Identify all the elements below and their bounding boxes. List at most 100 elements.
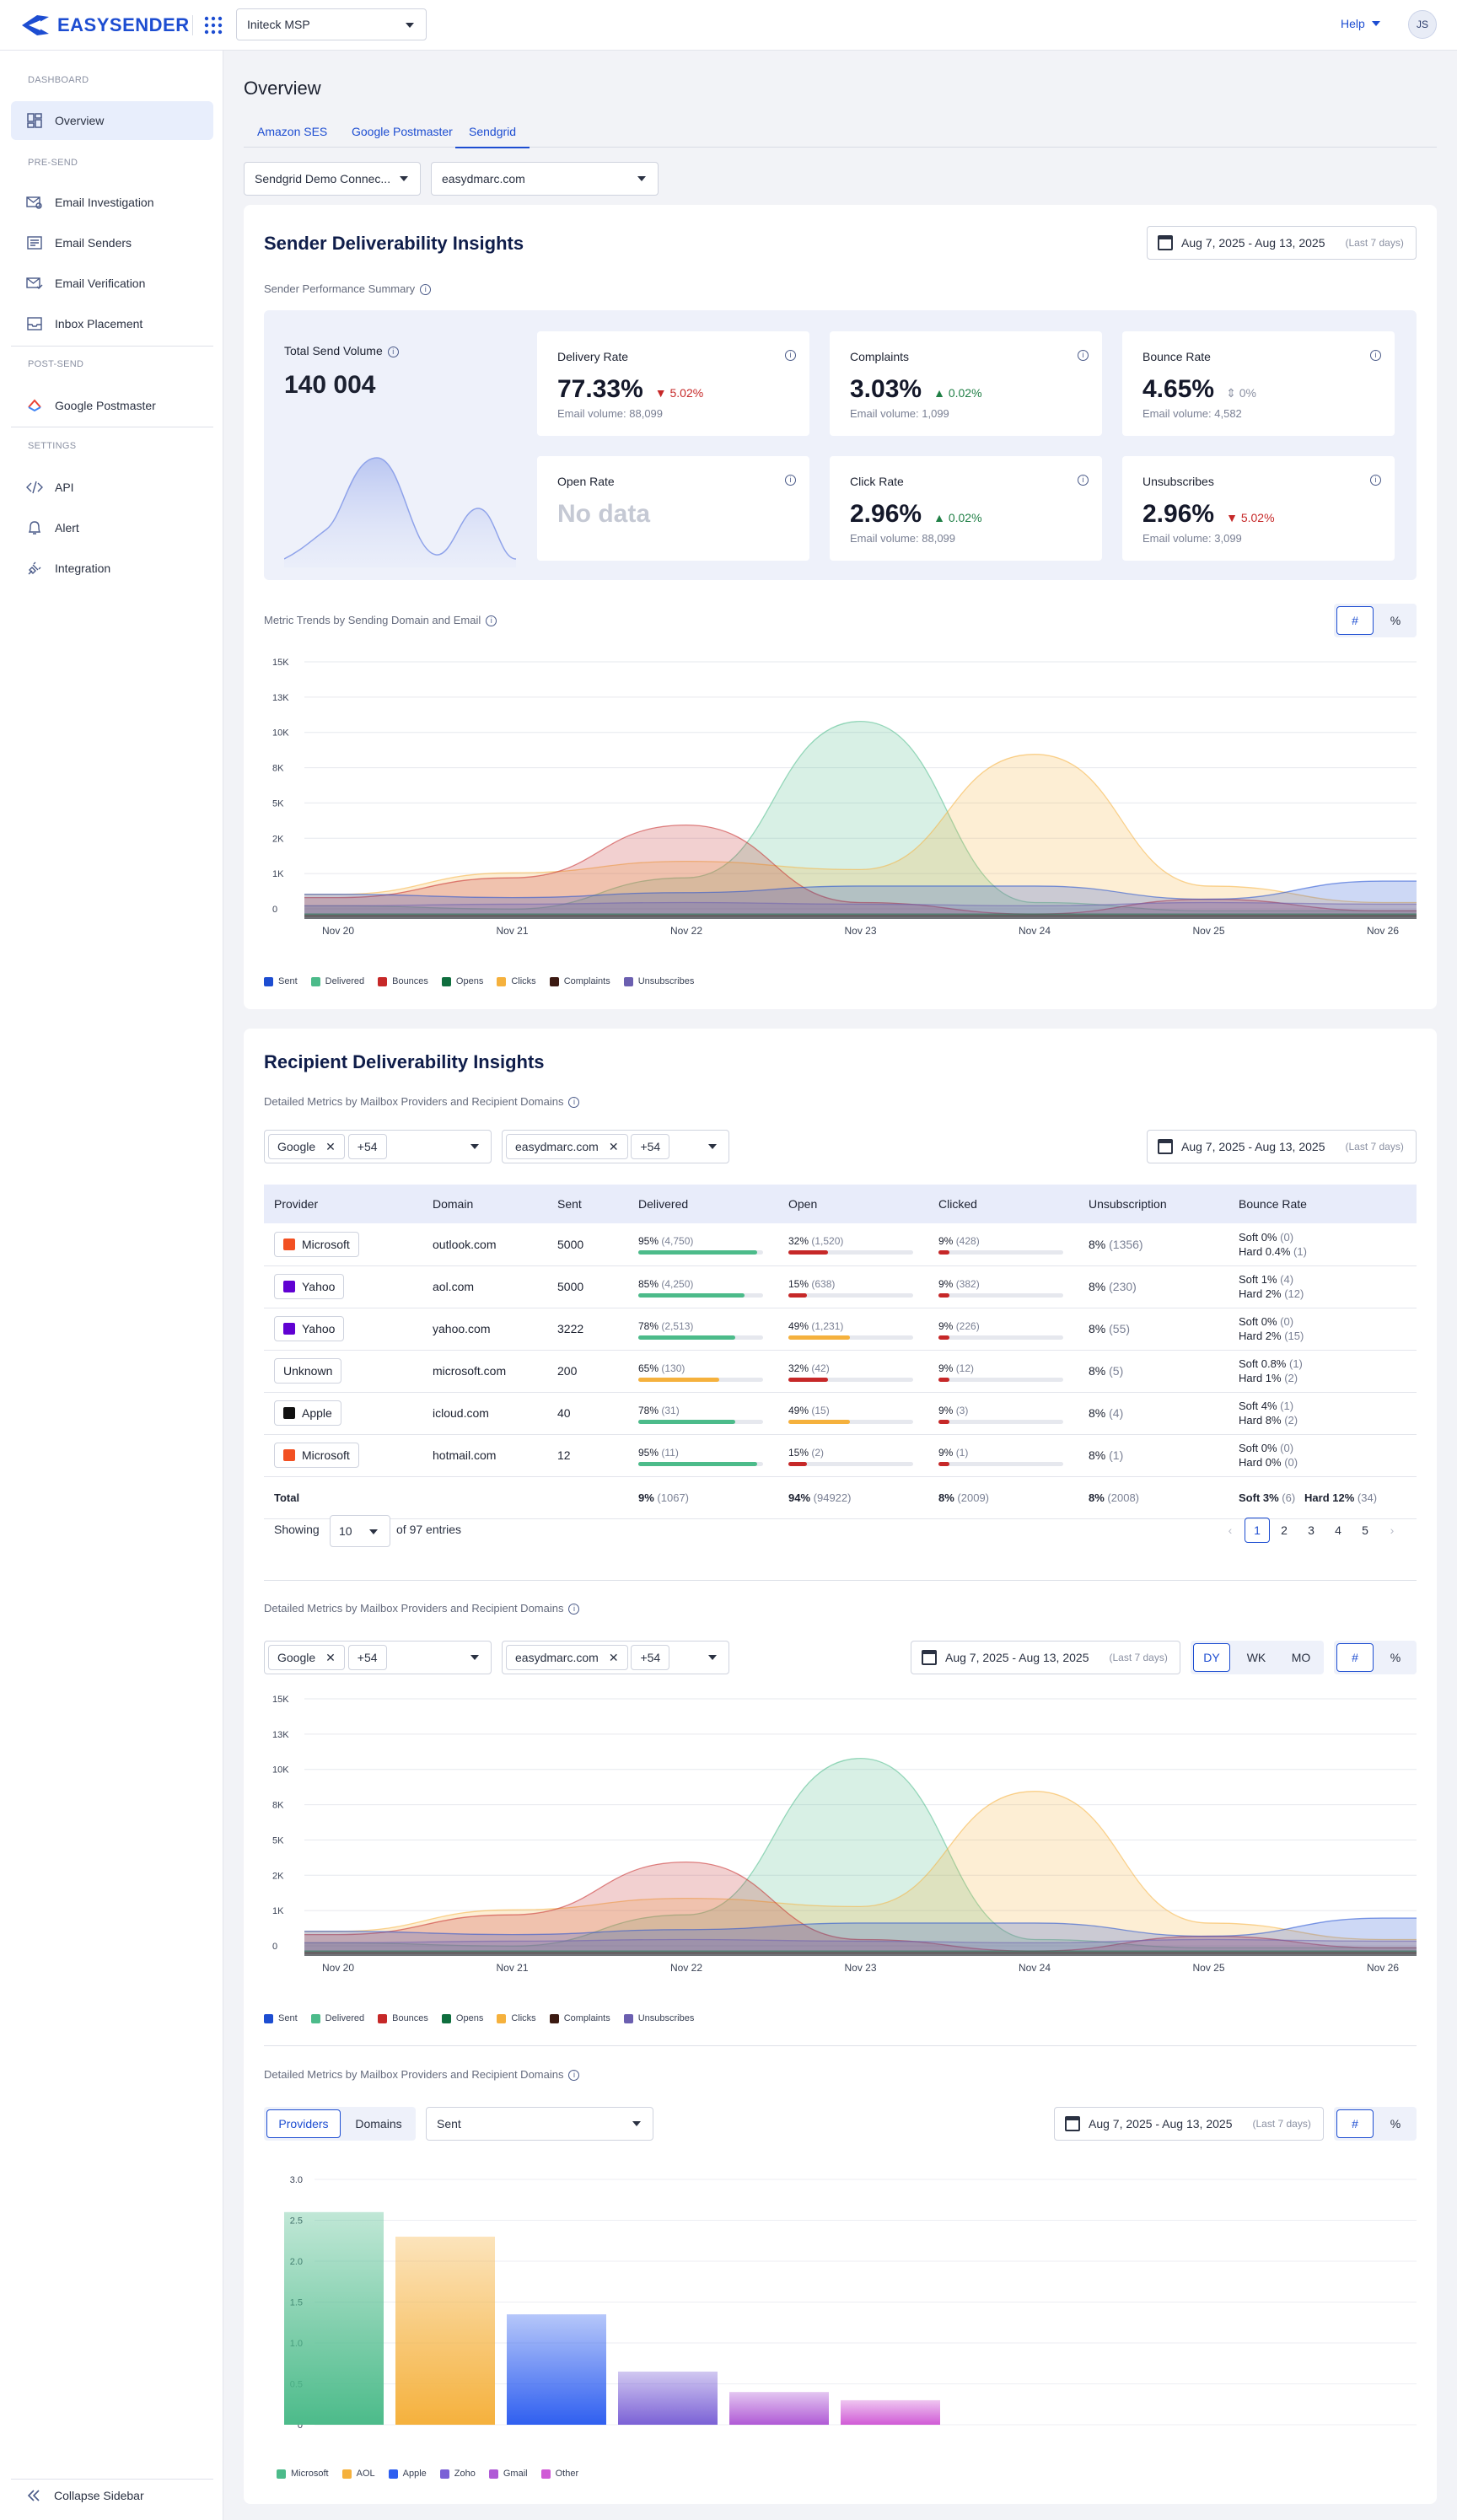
column-header[interactable]: Domain <box>422 1185 547 1223</box>
info-icon[interactable]: i <box>568 1097 580 1109</box>
close-icon[interactable]: ✕ <box>325 1650 336 1664</box>
page-5[interactable]: 5 <box>1362 1523 1368 1537</box>
sidebar-item-inbox-placement[interactable]: Inbox Placement <box>11 304 213 343</box>
apps-grid-icon[interactable] <box>204 16 223 35</box>
count-toggle[interactable]: # <box>1336 2109 1374 2138</box>
tab-amazon-ses[interactable]: Amazon SES <box>257 125 328 138</box>
domain-filter[interactable]: easydmarc.com ✕ +54 <box>502 1130 729 1163</box>
sidebar-item-google-postmaster[interactable]: Google Postmaster <box>11 386 213 425</box>
legend-item[interactable]: Complaints <box>549 2013 610 2023</box>
legend-item[interactable]: Complaints <box>549 976 610 986</box>
info-icon[interactable]: i <box>420 284 432 296</box>
sidebar-item-email-senders[interactable]: Email Senders <box>11 223 213 262</box>
bar-microsoft[interactable] <box>284 2211 384 2425</box>
provider-filter[interactable]: Google ✕ +54 <box>264 1641 492 1674</box>
column-header[interactable]: Provider <box>264 1185 422 1223</box>
page-1[interactable]: 1 <box>1245 1518 1270 1543</box>
domain-select[interactable]: easydmarc.com <box>431 162 659 196</box>
bar-aol[interactable] <box>395 2236 495 2425</box>
column-header[interactable]: Delivered <box>628 1185 778 1223</box>
legend-item[interactable]: Unsubscribes <box>623 2013 694 2023</box>
column-header[interactable]: Clicked <box>928 1185 1078 1223</box>
info-icon[interactable]: i <box>1370 350 1381 361</box>
series-complaints[interactable] <box>304 915 1417 919</box>
page-2[interactable]: 2 <box>1281 1523 1288 1537</box>
providers-toggle[interactable]: Providers <box>266 2109 341 2138</box>
domain-chip[interactable]: easydmarc.com ✕ <box>506 1134 628 1159</box>
legend-item[interactable]: Bounces <box>378 2013 428 2023</box>
help-menu[interactable]: Help <box>1341 17 1380 30</box>
page-size-select[interactable]: 10 <box>330 1515 390 1547</box>
domains-toggle[interactable]: Domains <box>355 2117 402 2130</box>
count-toggle[interactable]: # <box>1336 606 1374 635</box>
series-delivered[interactable] <box>304 720 1417 919</box>
domain-filter[interactable]: easydmarc.com ✕ +54 <box>502 1641 729 1674</box>
sidebar-item-email-verification[interactable]: Email Verification <box>11 264 213 303</box>
organization-select[interactable]: Initeck MSP <box>236 8 427 40</box>
more-chip[interactable]: +54 <box>347 1645 387 1670</box>
series-delivered[interactable] <box>304 1757 1417 1956</box>
table-row[interactable]: Microsoft hotmail.com 12 95% (11) 15% (2) 9% … <box>264 1434 1417 1477</box>
prev-page-icon[interactable]: ‹ <box>1228 1523 1233 1537</box>
table-row[interactable]: Apple icloud.com 40 78% (31) 49% (15) 9% (3) 8… <box>264 1392 1417 1435</box>
recipient-date-range[interactable]: Aug 7, 2025 - Aug 13, 2025 (Last 7 days) <box>1147 1130 1417 1163</box>
count-toggle[interactable]: # <box>1336 1643 1374 1672</box>
info-icon[interactable]: i <box>387 346 399 357</box>
legend-item[interactable]: Zoho <box>439 2469 476 2479</box>
table-row[interactable]: Yahoo aol.com 5000 85% (4,250) 15% (638) 9% (… <box>264 1265 1417 1308</box>
legend-item[interactable]: Sent <box>264 976 298 986</box>
table-row[interactable]: Unknown microsoft.com 200 65% (130) 32% (42)… <box>264 1350 1417 1393</box>
column-header[interactable]: Sent <box>547 1185 628 1223</box>
series-clicks[interactable] <box>304 754 1417 919</box>
bar-metric-select[interactable]: Sent <box>426 2107 653 2141</box>
info-icon[interactable]: i <box>1078 350 1089 361</box>
provider-filter[interactable]: Google ✕ +54 <box>264 1130 492 1163</box>
legend-item[interactable]: Apple <box>388 2469 427 2479</box>
legend-item[interactable]: Bounces <box>378 976 428 986</box>
legend-item[interactable]: Delivered <box>310 2013 364 2023</box>
bar-date-range[interactable]: Aug 7, 2025 - Aug 13, 2025 (Last 7 days) <box>1054 2107 1324 2141</box>
month-toggle[interactable]: MO <box>1291 1651 1311 1664</box>
column-header[interactable]: Bounce Rate <box>1229 1185 1417 1223</box>
info-icon[interactable]: i <box>568 1604 580 1615</box>
info-icon[interactable]: i <box>486 615 497 627</box>
domain-chip[interactable]: easydmarc.com ✕ <box>506 1645 628 1670</box>
legend-item[interactable]: Clicks <box>497 976 536 986</box>
table-row[interactable]: Yahoo yahoo.com 3222 78% (2,513) 49% (1,231)… <box>264 1308 1417 1351</box>
legend-item[interactable]: Clicks <box>497 2013 536 2023</box>
percent-toggle[interactable]: % <box>1390 1651 1401 1664</box>
user-avatar[interactable]: JS <box>1408 10 1437 39</box>
info-icon[interactable]: i <box>1078 475 1089 486</box>
legend-item[interactable]: Microsoft <box>277 2469 329 2479</box>
legend-item[interactable]: AOL <box>341 2469 375 2479</box>
brand-logo[interactable]: EASYSENDER <box>20 13 190 37</box>
column-header[interactable]: Open <box>778 1185 928 1223</box>
legend-item[interactable]: Other <box>540 2469 578 2479</box>
week-toggle[interactable]: WK <box>1246 1651 1266 1664</box>
page-4[interactable]: 4 <box>1335 1523 1341 1537</box>
info-icon[interactable]: i <box>785 350 796 361</box>
info-icon[interactable]: i <box>1370 475 1381 486</box>
day-toggle[interactable]: DY <box>1193 1643 1230 1672</box>
tab-google-postmaster[interactable]: Google Postmaster <box>352 125 453 138</box>
bar-zoho[interactable] <box>618 2371 718 2425</box>
connection-select[interactable]: Sendgrid Demo Connec... <box>244 162 421 196</box>
legend-item[interactable]: Delivered <box>310 976 364 986</box>
tab-sendgrid[interactable]: Sendgrid <box>455 125 530 148</box>
close-icon[interactable]: ✕ <box>608 1139 619 1153</box>
more-chip[interactable]: +54 <box>631 1134 670 1159</box>
sidebar-item-alert[interactable]: Alert <box>11 508 213 547</box>
table-row[interactable]: Microsoft outlook.com 5000 95% (4,750) 32% (… <box>264 1223 1417 1266</box>
series-unsubscribes[interactable] <box>304 901 1417 919</box>
sidebar-item-email-investigation[interactable]: Email Investigation <box>11 183 213 222</box>
series-sent[interactable] <box>304 880 1417 919</box>
percent-toggle[interactable]: % <box>1390 2117 1401 2130</box>
series-complaints[interactable] <box>304 1952 1417 1956</box>
series-clicks[interactable] <box>304 1791 1417 1956</box>
bar-gmail[interactable] <box>729 2392 829 2425</box>
sidebar-item-integration[interactable]: Integration <box>11 549 213 588</box>
provider-chip[interactable]: Google ✕ <box>268 1134 345 1159</box>
sender-date-range[interactable]: Aug 7, 2025 - Aug 13, 2025 (Last 7 days) <box>1147 226 1417 260</box>
legend-item[interactable]: Opens <box>441 976 483 986</box>
sidebar-item-api[interactable]: API <box>11 468 213 507</box>
